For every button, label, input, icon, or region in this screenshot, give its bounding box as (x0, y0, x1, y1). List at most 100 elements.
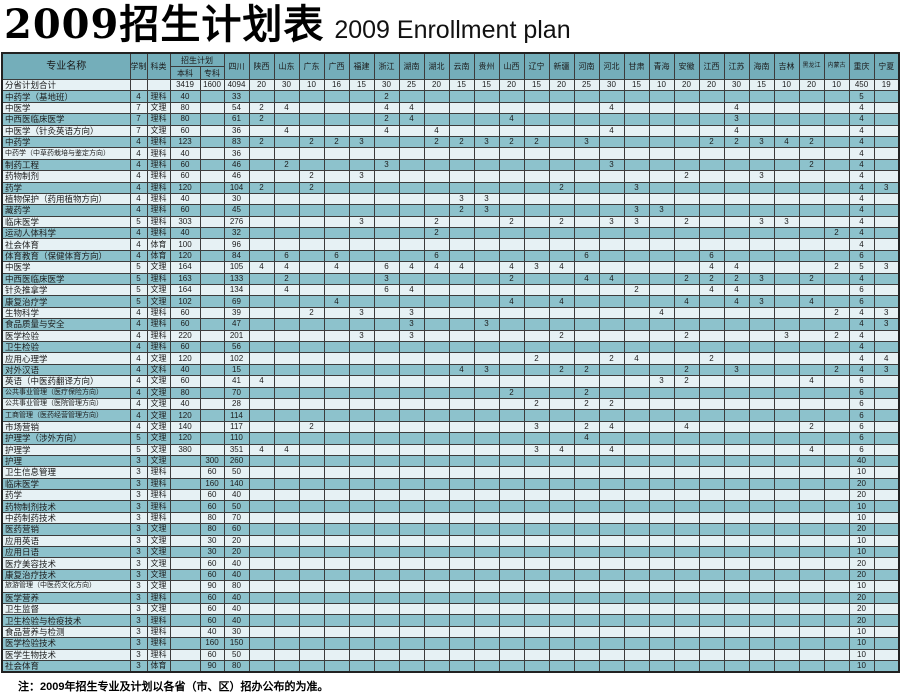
province-value-cell-甘肃 (623, 135, 650, 149)
province-value-cell-辽宁 (523, 90, 550, 103)
header-duration: 学制 (129, 52, 148, 80)
province-value-cell-重庆: 4 (848, 147, 875, 160)
province-value-cell-浙江 (373, 147, 400, 160)
province-value-cell-湖北 (423, 386, 450, 399)
province-value-cell-青海 (648, 454, 675, 468)
province-value-cell-江西 (698, 443, 725, 456)
province-value-cell-江西 (698, 454, 725, 468)
province-value-cell-云南 (448, 466, 475, 479)
junior-college-plan-cell: 60 (199, 568, 225, 582)
province-value-cell-甘肃: 3 (623, 181, 650, 194)
table-row: 英语（中医药翻译方向） 4 文理 60 41 4 3 2 4 6 (1, 375, 900, 388)
undergraduate-plan-cell (169, 511, 201, 525)
province-value-cell-安徽 (673, 249, 700, 263)
province-value-cell-黑龙江: 4 (798, 375, 825, 388)
province-value-cell-新疆 (548, 454, 575, 468)
duration-cell: 7 (129, 101, 148, 115)
province-value-cell-青海 (648, 272, 675, 286)
province-value-cell-新疆 (548, 466, 575, 479)
province-value-cell-山西 (498, 489, 525, 502)
province-value-cell-内蒙古: 2 (823, 363, 850, 377)
province-value-cell-山东: 4 (273, 124, 300, 137)
province-value-cell-山东 (273, 477, 300, 491)
province-value-cell-河北 (598, 580, 625, 593)
province-value-cell-贵州 (473, 272, 500, 286)
province-value-cell-吉林 (773, 409, 800, 422)
province-value-cell-江苏 (723, 614, 750, 627)
province-value-cell-河北 (598, 375, 625, 388)
province-value-cell-河南 (573, 545, 600, 559)
province-value-cell-江苏 (723, 147, 750, 160)
province-value-cell-新疆 (548, 192, 575, 206)
province-value-cell-山西 (498, 170, 525, 183)
province-value-cell-黑龙江 (798, 249, 825, 263)
province-value-cell-陕西: 20 (248, 78, 275, 92)
province-value-cell-山西 (498, 557, 525, 570)
province-value-cell-福建 (348, 545, 375, 559)
major-name-cell: 植物保护（药用植物方向） (1, 192, 131, 206)
province-value-cell-青海 (648, 261, 675, 274)
header-province-辽宁: 辽宁 (523, 52, 550, 80)
junior-college-plan-cell (199, 443, 225, 456)
province-value-cell-山西 (498, 409, 525, 422)
province-value-cell-广西 (323, 500, 350, 513)
header-province-陕西: 陕西 (248, 52, 275, 80)
province-value-cell-广西 (323, 340, 350, 354)
province-value-cell-云南 (448, 432, 475, 445)
province-value-cell-海南 (748, 545, 775, 559)
province-value-cell-甘肃 (623, 568, 650, 582)
province-value-cell-浙江: 2 (373, 90, 400, 103)
province-value-cell-黑龙江 (798, 511, 825, 525)
province-value-cell-陕西 (248, 511, 275, 525)
province-value-cell-青海 (648, 659, 675, 673)
province-value-cell-新疆: 4 (548, 261, 575, 274)
major-name-cell: 临床医学 (1, 477, 131, 491)
province-value-cell-广西 (323, 272, 350, 286)
province-value-cell-云南 (448, 295, 475, 308)
province-value-cell-甘肃 (623, 409, 650, 422)
undergraduate-plan-cell: 60 (169, 318, 201, 331)
table-row: 市场营销 4 文理 140 117 2 3 2 4 4 2 6 (1, 420, 900, 434)
province-value-cell-浙江 (373, 215, 400, 229)
category-cell: 理科 (146, 329, 171, 343)
province-value-cell-广西 (323, 545, 350, 559)
province-value-cell-四川: 102 (223, 352, 250, 365)
province-value-cell-海南 (748, 306, 775, 320)
province-value-cell-安徽 (673, 101, 700, 115)
province-value-cell-湖南: 3 (398, 306, 425, 320)
province-value-cell-四川: 30 (223, 625, 250, 639)
province-value-cell-河南 (573, 204, 600, 217)
header-province-云南: 云南 (448, 52, 475, 80)
duration-cell: 3 (129, 580, 148, 593)
page-title-chinese: 2009招生计划表 (4, 1, 325, 48)
province-value-cell-吉林 (773, 227, 800, 240)
province-value-cell-广西 (323, 397, 350, 411)
province-value-cell-山西: 2 (498, 272, 525, 286)
province-value-cell-宁夏 (873, 386, 900, 399)
province-value-cell-广西 (323, 329, 350, 343)
undergraduate-plan-cell (169, 591, 201, 604)
province-value-cell-四川: 84 (223, 249, 250, 263)
province-value-cell-广东: 2 (298, 170, 325, 183)
duration-cell: 4 (129, 90, 148, 103)
province-value-cell-辽宁: 3 (523, 420, 550, 434)
province-value-cell-山西 (498, 192, 525, 206)
duration-cell: 4 (129, 397, 148, 411)
province-value-cell-浙江 (373, 295, 400, 308)
province-value-cell-内蒙古 (823, 238, 850, 251)
province-value-cell-陕西 (248, 454, 275, 468)
junior-college-plan-cell (199, 170, 225, 183)
undergraduate-plan-cell: 60 (169, 306, 201, 320)
province-value-cell-广东 (298, 580, 325, 593)
province-value-cell-湖南 (398, 523, 425, 536)
province-value-cell-海南 (748, 363, 775, 377)
province-value-cell-陕西 (248, 386, 275, 399)
province-value-cell-陕西 (248, 238, 275, 251)
major-name-cell: 市场营销 (1, 420, 131, 434)
province-value-cell-黑龙江: 20 (798, 78, 825, 92)
undergraduate-plan-cell: 163 (169, 272, 201, 286)
category-cell: 文理 (146, 580, 171, 593)
province-value-cell-浙江 (373, 227, 400, 240)
province-value-cell-四川: 80 (223, 580, 250, 593)
province-value-cell-黑龙江 (798, 113, 825, 126)
